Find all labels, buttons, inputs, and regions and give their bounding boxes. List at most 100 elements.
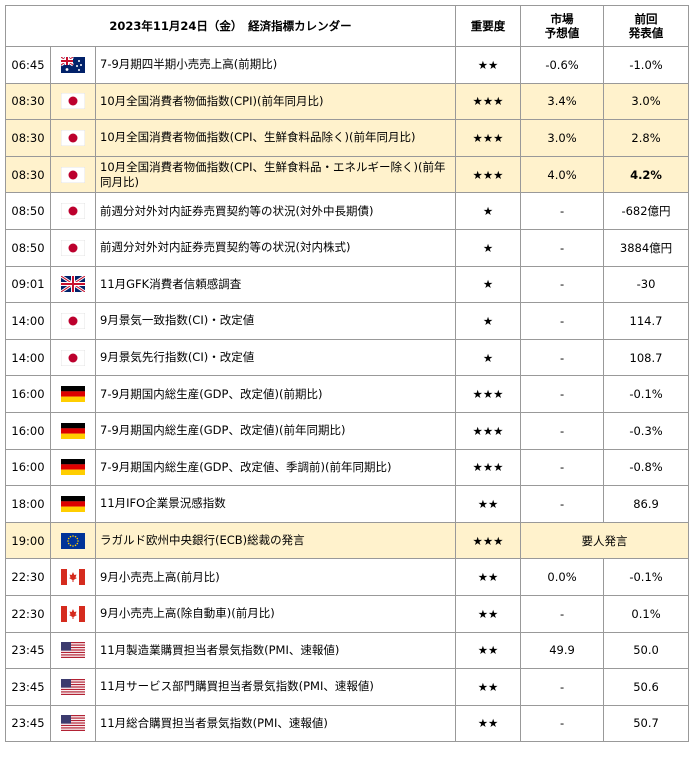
note: 要人発言 [520, 521, 690, 560]
importance: ★ [455, 192, 522, 230]
importance: ★★★ [455, 375, 522, 413]
flag-part [68, 353, 78, 363]
importance: ★★★ [455, 82, 522, 121]
flag-part [74, 544, 77, 546]
flag-part [61, 495, 85, 502]
flag-part [72, 544, 74, 547]
row: 14:00 9月景気先行指数(CI)・改定値 ★ -108.7 [5, 338, 690, 377]
row: 08:50 前週分対外対内証券売買契約等の状況(対外中長期債) ★ - -682億円 [5, 192, 690, 230]
importance: ★★ [455, 558, 522, 596]
previous: 2.8% [603, 119, 690, 157]
importance: ★ [455, 265, 522, 304]
row: 23:45 11月製造業購買担当者景気指数(PMI、速報値) ★★ 49.9 50.0 [5, 631, 690, 670]
flag-part [61, 657, 85, 659]
flag-part [68, 316, 78, 326]
event: 10月全国消費者物価指数(CPI、生鮮食料品・エネルギー除く)(前年同月比) [94, 155, 457, 194]
previous: 50.7 [603, 704, 690, 743]
time: 22:30 [5, 594, 51, 633]
flag-part [61, 396, 85, 403]
row: 09:01 11月GFK消費者信頼感調査 ★ - -30 [5, 265, 690, 304]
flag-part [61, 693, 85, 695]
forecast: 3.0% [520, 119, 605, 157]
forecast: - [520, 448, 605, 487]
importance: ★★ [455, 631, 522, 670]
flag-part [61, 391, 85, 397]
flag-cell [50, 485, 96, 523]
previous: -0.8% [603, 448, 690, 487]
flag-part [61, 464, 85, 471]
time: 14:00 [5, 302, 51, 340]
row: 19:00 ラガルド欧州中央銀行(ECB)総裁の発言 ★★★ 要人発言 [5, 521, 690, 560]
importance: ★★★ [455, 521, 522, 560]
event: 10月全国消費者物価指数(CPI)(前年同月比) [94, 82, 457, 121]
flag [61, 715, 85, 732]
flag-part [61, 715, 71, 725]
importance: ★ [455, 228, 522, 267]
flag-part [79, 605, 85, 622]
previous: -0.1% [603, 558, 690, 596]
flag-cell [50, 82, 96, 121]
flag-part [61, 428, 85, 434]
forecast: 3.4% [520, 82, 605, 121]
event: 前週分対外対内証券売買契約等の状況(対内株式) [94, 228, 457, 267]
forecast: - [520, 411, 605, 450]
header-forecast: 市場 予想値 [520, 5, 605, 47]
row: 23:45 11月サービス部門購買担当者景気指数(PMI、速報値) ★★ -50.6 [5, 668, 690, 706]
flag-cell [50, 558, 96, 596]
importance: ★ [455, 302, 522, 340]
flag [61, 678, 85, 695]
importance: ★★★ [455, 411, 522, 450]
row: 16:00 7-9月期国内総生産(GDP、改定値)(前年同期比) ★★★ - -0.3% [5, 411, 690, 450]
event: 11月GFK消費者信頼感調査 [94, 265, 457, 304]
flag-part [61, 725, 85, 727]
importance: ★★★ [455, 448, 522, 487]
flag [61, 93, 85, 110]
flag-part [61, 654, 85, 656]
flag-part [68, 170, 78, 180]
time: 18:00 [5, 485, 51, 523]
previous: 114.7 [603, 302, 690, 340]
flag-part [76, 537, 79, 539]
flag-part [61, 532, 85, 549]
flag-part [61, 683, 85, 686]
flag-part [61, 501, 85, 507]
previous: -1.0% [603, 46, 690, 84]
previous: 50.0 [603, 631, 690, 670]
flag-part [69, 535, 72, 537]
event: 7-9月期国内総生産(GDP、改定値)(前期比) [94, 375, 457, 413]
flag-part [61, 644, 85, 646]
flag-part [65, 67, 69, 71]
previous: -682億円 [603, 192, 690, 230]
forecast: - [520, 338, 605, 377]
importance: ★★ [455, 485, 522, 523]
flag-part [74, 535, 77, 537]
flag-part [61, 569, 67, 586]
forecast: - [520, 594, 605, 633]
flag-part [61, 386, 85, 392]
flag-cell [50, 46, 96, 84]
time: 08:30 [5, 155, 51, 194]
previous: 4.2% [603, 155, 690, 194]
flag [61, 422, 85, 439]
event: 9月小売売上高(除自動車)(前月比) [94, 594, 457, 633]
time: 06:45 [5, 46, 51, 84]
event: 7-9月期国内総生産(GDP、改定値)(前年同期比) [94, 411, 457, 450]
flag-part [61, 605, 67, 622]
event: 10月全国消費者物価指数(CPI、生鮮食料品除く)(前年同月比) [94, 119, 457, 157]
flag-part [61, 649, 85, 651]
flag-part [69, 608, 77, 619]
previous: 86.9 [603, 485, 690, 523]
flag-cell [50, 411, 96, 450]
flag [61, 276, 85, 293]
event: 11月製造業購買担当者景気指数(PMI、速報値) [94, 631, 457, 670]
time: 08:30 [5, 82, 51, 121]
importance: ★★★ [455, 155, 522, 194]
forecast: 49.9 [520, 631, 605, 670]
row: 16:00 7-9月期国内総生産(GDP、改定値)(前期比) ★★★ - -0.1% [5, 375, 690, 413]
time: 16:00 [5, 411, 51, 450]
flag-part [61, 433, 85, 439]
flag-part [61, 459, 85, 465]
flag [61, 312, 85, 329]
flag-cell [50, 375, 96, 413]
flag-cell [50, 631, 96, 670]
